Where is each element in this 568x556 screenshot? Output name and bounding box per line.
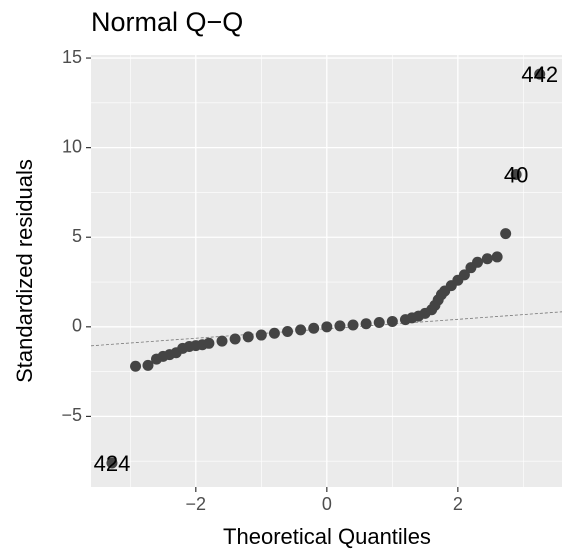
point [308,322,320,334]
point [481,253,493,265]
chart-title: Normal Q−Q [91,7,243,37]
point [471,256,483,268]
point [534,68,546,80]
point [360,318,372,330]
y-tick-label: 15 [62,47,82,67]
y-tick-label: 0 [72,316,82,336]
y-tick-label: 5 [72,226,82,246]
y-tick-label: 10 [62,136,82,156]
x-axis-title: Theoretical Quantiles [223,524,431,549]
point [216,335,228,347]
point-label: 40 [504,162,528,187]
point [491,251,503,263]
x-tick-label: −2 [186,494,207,514]
point [295,324,307,336]
point [255,329,267,341]
point [142,359,154,371]
point [510,169,522,181]
point [130,360,142,372]
point [268,327,280,339]
point-label: 424 [94,451,131,476]
point [500,228,512,240]
point [334,320,346,332]
x-tick-label: 2 [453,494,463,514]
point [203,337,215,349]
x-tick-label: 0 [322,494,332,514]
point [106,457,118,469]
y-axis-title: Standardized residuals [12,159,37,383]
point [321,321,333,333]
point [347,319,359,331]
point [242,331,254,343]
point [386,315,398,327]
point [373,317,385,329]
point-label: 442 [521,62,558,87]
point [229,333,241,345]
y-tick-label: −5 [61,405,82,425]
point [458,269,470,281]
point [282,325,294,337]
